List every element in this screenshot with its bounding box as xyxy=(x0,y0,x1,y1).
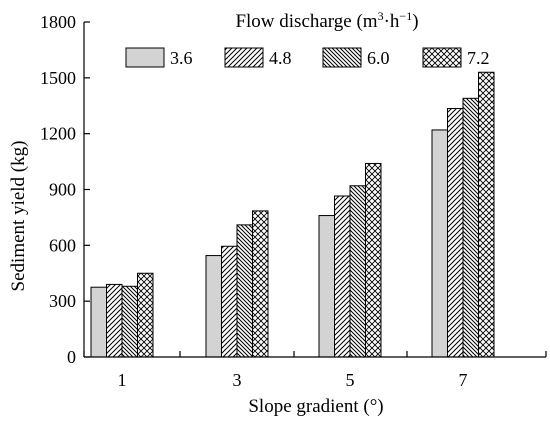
bars-group xyxy=(90,71,495,358)
bar-6.0-slope-3 xyxy=(236,224,253,358)
x-tick-label-1: 1 xyxy=(118,370,127,390)
bar-7.2-slope-3 xyxy=(252,210,269,358)
x-tick-label-7: 7 xyxy=(459,370,468,390)
x-tick-label-5: 5 xyxy=(346,370,355,390)
bar-3.6-slope-3 xyxy=(205,255,222,358)
legend-label-3.6: 3.6 xyxy=(170,48,193,68)
y-tick-label-1200: 1200 xyxy=(40,124,76,144)
bar-3.6-slope-5 xyxy=(318,215,335,358)
bar-4.8-slope-7 xyxy=(447,108,464,358)
bar-7.2-slope-5 xyxy=(365,162,382,358)
bar-3.6-slope-7 xyxy=(431,129,448,358)
x-tick-label-3: 3 xyxy=(233,370,242,390)
legend-swatch-7.2 xyxy=(422,47,462,68)
y-tick-label-600: 600 xyxy=(49,235,76,255)
legend-swatch-3.6 xyxy=(125,47,165,68)
bar-6.0-slope-1 xyxy=(121,285,138,358)
bar-4.8-slope-5 xyxy=(334,195,351,358)
legend-title: Flow discharge (m3·h−1) xyxy=(235,9,418,32)
legend-label-4.8: 4.8 xyxy=(269,48,292,68)
bar-4.8-slope-1 xyxy=(106,283,123,358)
bar-6.0-slope-7 xyxy=(462,97,479,358)
axes-group: 0 300 600 900 1200 1500 1800 1 3 5 7 xyxy=(40,12,547,390)
bar-3.6-slope-1 xyxy=(90,286,107,358)
y-tick-label-1800: 1800 xyxy=(40,12,76,32)
bar-6.0-slope-5 xyxy=(349,185,366,358)
legend-swatch-6.0 xyxy=(322,47,362,68)
legend-swatch-4.8 xyxy=(224,47,264,68)
legend: 3.6 4.8 6.0 7.2 xyxy=(125,47,490,68)
bar-4.8-slope-3 xyxy=(221,245,238,358)
y-tick-label-900: 900 xyxy=(49,180,76,200)
legend-label-6.0: 6.0 xyxy=(367,48,390,68)
y-tick-label-300: 300 xyxy=(49,291,76,311)
y-axis-title: Sediment yield (kg) xyxy=(8,141,29,292)
y-tick-label-0: 0 xyxy=(67,347,76,367)
bar-7.2-slope-7 xyxy=(478,71,495,358)
legend-label-7.2: 7.2 xyxy=(467,48,490,68)
y-tick-label-1500: 1500 xyxy=(40,68,76,88)
x-axis-title: Slope gradient (°) xyxy=(248,396,383,417)
bar-7.2-slope-1 xyxy=(137,272,154,358)
